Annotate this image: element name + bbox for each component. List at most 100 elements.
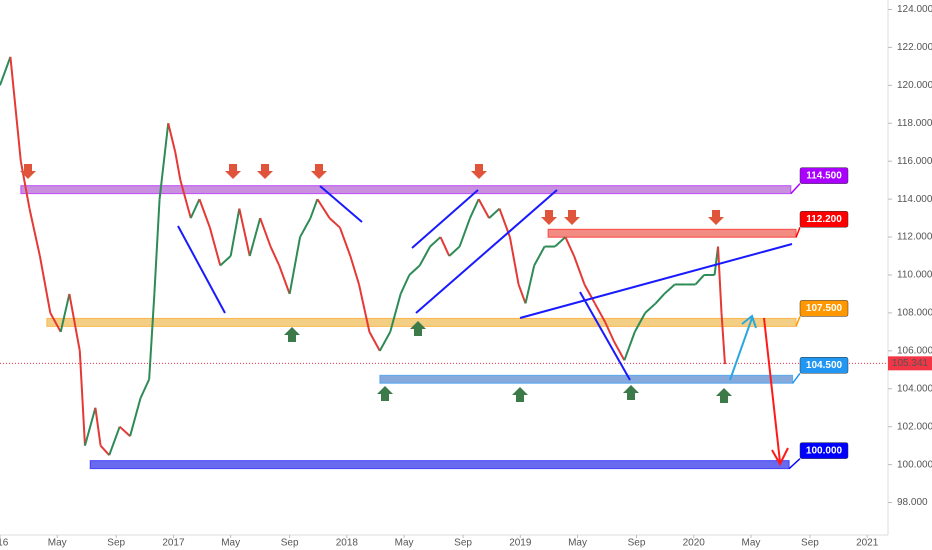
price-segment xyxy=(368,331,381,352)
level-connector xyxy=(790,183,801,195)
price-segment xyxy=(0,56,12,86)
price-segment xyxy=(118,425,131,437)
up-marker xyxy=(377,386,393,401)
price-segment xyxy=(198,198,211,228)
x-tick-label: May xyxy=(48,538,67,549)
trend-line xyxy=(519,243,793,319)
price-segment xyxy=(720,312,726,365)
trend-line xyxy=(411,189,479,249)
x-tick-label: May xyxy=(568,538,587,549)
price-segment xyxy=(219,255,232,267)
price-segment xyxy=(663,283,676,295)
x-tick-label: 2017 xyxy=(162,538,185,549)
y-tick-label: 122.000 xyxy=(897,42,932,53)
price-segment xyxy=(208,227,222,266)
down-marker xyxy=(541,210,557,225)
price-segment xyxy=(517,284,527,304)
price-segment xyxy=(316,198,331,219)
price-segment xyxy=(477,198,490,219)
price-segment xyxy=(94,407,102,446)
price-segment xyxy=(288,236,302,295)
price-segment xyxy=(389,293,402,333)
level-label-box xyxy=(799,167,849,184)
x-tick-label: 2019 xyxy=(509,538,532,549)
price-segment xyxy=(399,274,411,295)
down-marker xyxy=(311,164,327,179)
price-segment xyxy=(167,123,177,152)
down-marker xyxy=(471,164,487,179)
price-segment xyxy=(179,179,192,219)
up-marker xyxy=(512,387,528,402)
trend-line xyxy=(579,291,631,381)
price-segment xyxy=(623,331,636,361)
trend-line xyxy=(319,185,363,223)
last-price-box xyxy=(888,356,932,371)
x-tick-label: Sep xyxy=(281,538,299,549)
price-segment xyxy=(278,265,291,295)
price-segment xyxy=(448,245,461,257)
price-segment xyxy=(38,255,52,314)
last-price-label: 105.341 xyxy=(892,358,929,369)
price-segment xyxy=(78,350,86,446)
y-tick-label: 120.000 xyxy=(897,80,932,91)
level-zone xyxy=(547,228,797,238)
down-marker xyxy=(564,210,580,225)
level-label-box xyxy=(799,300,849,317)
trend-lines xyxy=(177,185,793,381)
price-segment xyxy=(644,302,657,314)
x-tick-label: May xyxy=(742,538,761,549)
price-segment xyxy=(248,217,262,257)
price-segment xyxy=(238,208,251,257)
price-segment xyxy=(189,198,201,219)
down-marker xyxy=(257,164,273,179)
level-label-box xyxy=(799,442,849,459)
price-segment xyxy=(338,227,352,257)
level-label-box xyxy=(799,357,849,374)
price-segment xyxy=(564,236,575,257)
price-segment xyxy=(524,265,536,304)
x-tick-label: Sep xyxy=(454,538,472,549)
y-tick-label: 116.000 xyxy=(897,156,932,167)
price-segment xyxy=(84,407,97,446)
y-tick-label: 114.000 xyxy=(897,194,932,205)
price-segment xyxy=(299,217,312,238)
level-label: 100.000 xyxy=(806,445,843,456)
x-tick-label: 2020 xyxy=(683,538,706,549)
up-marker xyxy=(623,385,639,400)
price-segment xyxy=(717,246,723,313)
price-segment xyxy=(508,236,520,285)
y-tick-label: 118.000 xyxy=(897,118,932,129)
y-tick-label: 124.000 xyxy=(897,4,932,15)
level-label: 112.200 xyxy=(806,214,842,225)
price-segment xyxy=(583,283,596,304)
projection-arrows xyxy=(729,314,789,467)
level-connector xyxy=(795,226,801,238)
price-segment xyxy=(604,321,615,342)
trend-line xyxy=(415,189,558,314)
level-label: 107.500 xyxy=(806,303,843,314)
price-segment xyxy=(174,151,182,181)
price-segment xyxy=(153,199,161,295)
down-marker xyxy=(20,164,36,179)
price-segment xyxy=(9,56,22,162)
x-tick-label: May xyxy=(395,538,414,549)
y-tick-label: 108.000 xyxy=(897,308,932,319)
price-segment xyxy=(533,246,546,266)
x-tick-label: 016 xyxy=(0,538,9,549)
x-tick-label: Sep xyxy=(628,538,646,549)
price-segment xyxy=(68,293,81,352)
price-segment xyxy=(99,444,111,456)
level-zone xyxy=(379,374,794,384)
price-segment xyxy=(269,246,281,266)
level-label: 104.500 xyxy=(806,360,843,371)
price-segment xyxy=(694,274,705,286)
price-segment xyxy=(469,198,480,219)
level-connector xyxy=(795,316,801,327)
x-tick-label: 2018 xyxy=(336,538,359,549)
price-segment xyxy=(439,236,451,257)
price-segment xyxy=(458,217,471,247)
level-connector xyxy=(788,458,801,470)
price-segment xyxy=(488,207,501,219)
x-tick-label: May xyxy=(221,538,240,549)
